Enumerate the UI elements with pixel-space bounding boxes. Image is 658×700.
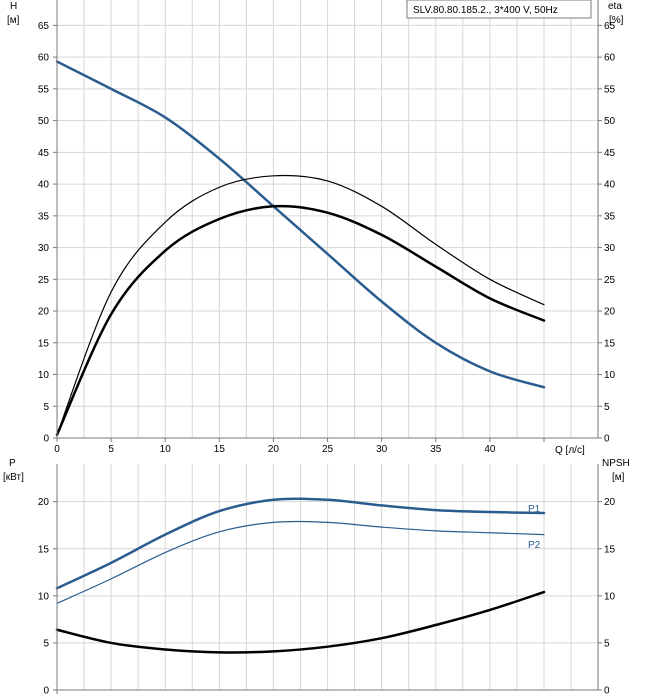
performance-grid (56, 0, 599, 439)
right-tick-label: 55 (604, 84, 616, 95)
model-label: SLV.80.80.185.2., 3*400 V, 50Hz (413, 5, 558, 16)
power-axis-label: P (9, 458, 16, 469)
npsh-axis-unit: [м] (612, 472, 625, 483)
head-axis-label: H (10, 1, 17, 12)
left-tick-label: 60 (38, 53, 50, 64)
right-tick-label: 40 (604, 180, 616, 191)
left-tick-label: 55 (38, 84, 50, 95)
power-axis-unit: [кВт] (3, 472, 24, 483)
right-tick-label: 20 (604, 497, 616, 508)
x-tick-label: 40 (484, 444, 496, 455)
series-label-p2: P2 (528, 540, 541, 551)
x-tick-label: 30 (376, 444, 388, 455)
right-tick-label: 50 (604, 116, 616, 127)
right-tick-label: 15 (604, 338, 616, 349)
right-tick-label: 0 (604, 434, 610, 445)
right-tick-label: 35 (604, 211, 616, 222)
x-tick-label: 5 (108, 444, 114, 455)
right-tick-label: 20 (604, 307, 616, 318)
series-line-eta_thick (55, 204, 546, 437)
right-tick-label: 5 (604, 638, 610, 649)
series-line-p2 (56, 520, 545, 604)
left-tick-label: 45 (38, 148, 50, 159)
x-tick-label: 35 (430, 444, 442, 455)
series-line-eta_thin (56, 174, 545, 436)
right-tick-label: 25 (604, 275, 616, 286)
right-tick-label: 5 (604, 402, 610, 413)
right-tick-label: 60 (604, 53, 616, 64)
left-tick-label: 35 (38, 211, 50, 222)
performance-axes (53, 0, 602, 442)
right-tick-label: 15 (604, 544, 616, 555)
left-tick-label: 25 (38, 275, 50, 286)
left-tick-label: 0 (43, 686, 49, 697)
left-tick-label: 10 (38, 370, 50, 381)
series-line-p1 (55, 497, 546, 590)
right-tick-label: 10 (604, 370, 616, 381)
left-tick-label: 15 (38, 544, 50, 555)
x-tick-label: 15 (214, 444, 226, 455)
head-axis-unit: [м] (7, 15, 20, 26)
left-tick-label: 5 (43, 402, 49, 413)
x-tick-label: 10 (160, 444, 172, 455)
eta-axis-label: eta (608, 1, 622, 12)
series-line-npsh (55, 590, 546, 654)
left-tick-label: 30 (38, 243, 50, 254)
left-tick-label: 5 (43, 638, 49, 649)
power-chart: 0 5 10 15 20 0 5 10 15 20 P [кВт] NPSH [м] P1 P2 (3, 458, 630, 697)
left-tick-label: 15 (38, 338, 50, 349)
left-tick-label: 40 (38, 180, 50, 191)
left-tick-label: 65 (38, 21, 50, 32)
x-tick-label: 20 (268, 444, 280, 455)
power-series (55, 497, 546, 654)
right-tick-label: 45 (604, 148, 616, 159)
power-grid (56, 464, 599, 691)
series-line-head (55, 60, 546, 389)
power-axes (53, 464, 602, 694)
power-tick-labels: 0 5 10 15 20 0 5 10 15 20 (38, 497, 616, 696)
x-tick-label: 0 (54, 444, 60, 455)
eta-axis-unit: [%] (609, 15, 624, 26)
right-tick-label: 0 (604, 686, 610, 697)
model-label-box (406, 0, 592, 19)
left-tick-label: 20 (38, 307, 50, 318)
series-label-p1: P1 (528, 504, 541, 515)
right-tick-label: 30 (604, 243, 616, 254)
right-tick-label: 10 (604, 591, 616, 602)
npsh-axis-label: NPSH (602, 458, 630, 469)
performance-chart: 0510152025303540455055606505101520253035… (7, 0, 624, 456)
flow-axis-label: Q [л/с] (555, 445, 585, 456)
left-tick-label: 50 (38, 116, 50, 127)
right-tick-label: 65 (604, 21, 616, 32)
performance-tick-labels: 0510152025303540455055606505101520253035… (38, 21, 616, 455)
left-tick-label: 10 (38, 591, 50, 602)
performance-series (55, 60, 546, 437)
left-tick-label: 20 (38, 497, 50, 508)
x-tick-label: 25 (322, 444, 334, 455)
left-tick-label: 0 (43, 434, 49, 445)
